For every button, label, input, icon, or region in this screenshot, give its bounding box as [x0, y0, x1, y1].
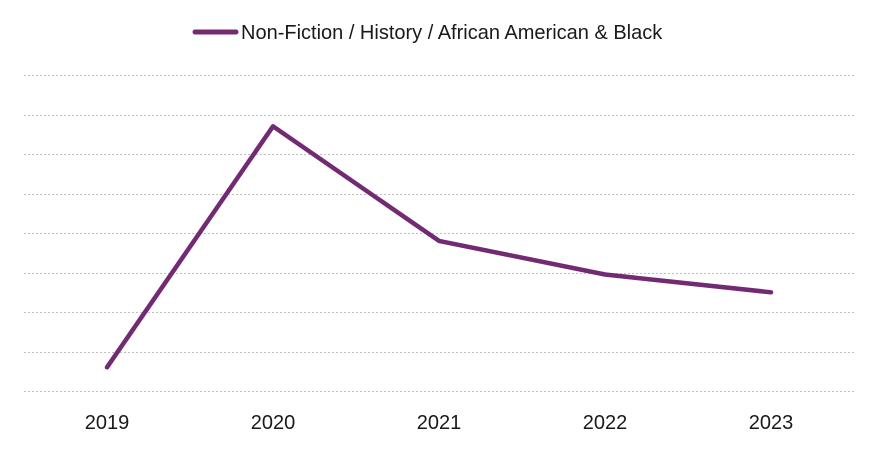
data-point-2019 [105, 365, 109, 370]
data-point-2022 [603, 272, 607, 277]
x-tick-label: 2021 [417, 412, 462, 434]
data-point-2021 [437, 238, 441, 243]
legend-label: Non-Fiction / History / African American… [241, 22, 663, 44]
x-tick-label: 2023 [749, 412, 794, 434]
series-layer [104, 124, 774, 370]
series-line [104, 124, 774, 370]
gridlines [24, 75, 854, 392]
x-tick-label: 2022 [583, 412, 628, 434]
data-point-2020 [271, 124, 275, 129]
legend: Non-Fiction / History / African American… [192, 22, 663, 44]
x-axis-tick-labels: 2019 2020 2021 2022 2023 [85, 412, 794, 434]
x-tick-label: 2020 [251, 412, 296, 434]
x-tick-label: 2019 [85, 412, 130, 434]
data-point-2023 [769, 290, 773, 295]
